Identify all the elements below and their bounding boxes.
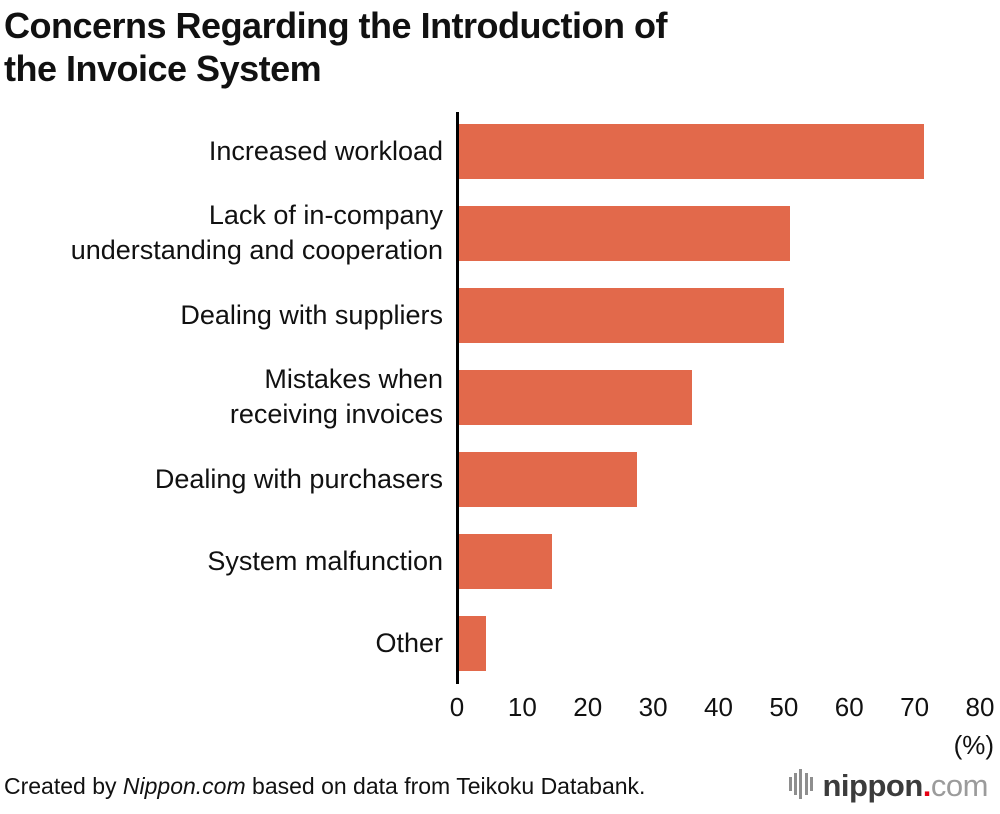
- category-label: Dealing with purchasers: [154, 463, 443, 494]
- x-tick-label: 50: [769, 692, 799, 722]
- category-label: Mistakes when receiving invoices: [229, 364, 443, 429]
- logo-suffix-text: com: [930, 768, 989, 803]
- logo-dot: .: [922, 768, 932, 803]
- chart-row: Mistakes when receiving invoices: [0, 356, 1000, 438]
- category-label: System malfunction: [207, 545, 443, 576]
- x-tick-label: 30: [638, 692, 668, 722]
- bar-zone: [457, 615, 980, 671]
- logo-text: nippon.com: [823, 768, 989, 804]
- bar-zone: [457, 123, 980, 179]
- chart-row: Increased workload: [0, 110, 1000, 192]
- bar-zone: [457, 533, 980, 589]
- bar-6: [457, 615, 487, 671]
- category-label: Dealing with suppliers: [180, 299, 443, 330]
- bar-4: [457, 451, 637, 507]
- chart-row: Other: [0, 602, 1000, 684]
- bar-3: [457, 369, 693, 425]
- y-axis-line: [456, 112, 459, 684]
- chart-row: Dealing with suppliers: [0, 274, 1000, 356]
- bar-zone: [457, 369, 980, 425]
- bar-0: [457, 123, 925, 179]
- x-tick-label: 40: [704, 692, 733, 722]
- chart-row: System malfunction: [0, 520, 1000, 602]
- x-tick-label: 10: [507, 692, 537, 722]
- equalizer-bars-icon: [788, 768, 815, 804]
- credit-suffix: based on data from Teikoku Databank.: [245, 772, 646, 799]
- credit-source: Nippon.com: [122, 772, 246, 799]
- bar-zone: [457, 451, 980, 507]
- bar-zone: [457, 205, 980, 261]
- chart-rows: Increased workload Lack of in-company und…: [0, 110, 1000, 684]
- bar-2: [457, 287, 784, 343]
- x-tick-label: 20: [573, 692, 603, 722]
- bar-zone: [457, 287, 980, 343]
- category-label: Lack of in-company understanding and coo…: [70, 200, 443, 265]
- bar-1: [457, 205, 791, 261]
- chart-row: Lack of in-company understanding and coo…: [0, 192, 1000, 274]
- x-tick-label: 70: [900, 692, 930, 722]
- chart-row: Dealing with purchasers: [0, 438, 1000, 520]
- credit-prefix: Created by: [4, 772, 123, 799]
- nippon-com-logo: nippon.com: [788, 768, 989, 804]
- x-tick-label: 60: [834, 692, 864, 722]
- logo-main-text: nippon: [822, 768, 924, 803]
- category-label: Other: [375, 627, 443, 658]
- x-axis-unit-label: (%): [953, 730, 994, 760]
- credit-text: Created by Nippon.com based on data from…: [4, 773, 645, 800]
- category-label: Increased workload: [208, 135, 443, 166]
- footer: Created by Nippon.com based on data from…: [4, 768, 989, 804]
- x-tick-label: 0: [449, 692, 465, 722]
- chart-title: Concerns Regarding the Introduction of t…: [4, 5, 668, 90]
- x-axis: 0 10 20 30 40 50 60 70 80: [450, 692, 995, 724]
- bar-5: [457, 533, 552, 589]
- x-tick-label: 80: [965, 692, 995, 722]
